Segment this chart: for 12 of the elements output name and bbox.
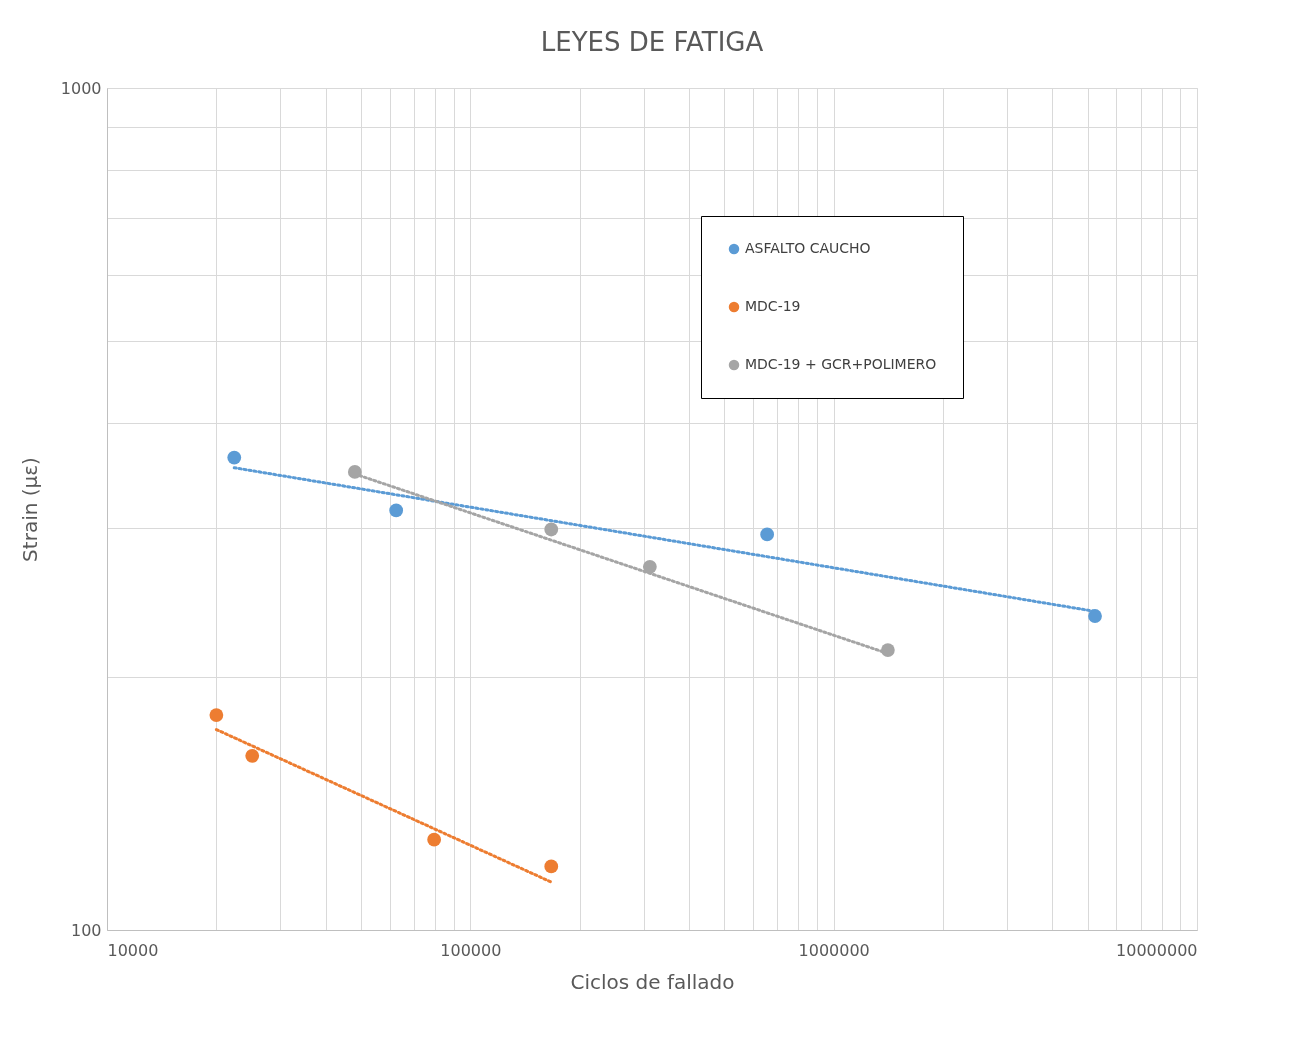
- chart-title: LEYES DE FATIGA: [540, 27, 764, 57]
- x-tick-label: 1000000: [798, 940, 870, 960]
- legend-label: MDC-19 + GCR+POLIMERO: [745, 356, 937, 372]
- x-tick-label: 10000000: [1116, 940, 1198, 960]
- x-tick-label: 10000: [107, 940, 159, 960]
- y-tick-label: 1000: [60, 78, 102, 98]
- x-axis-title: Ciclos de fallado: [570, 969, 735, 994]
- legend-label: MDC-19: [745, 298, 801, 314]
- x-tick-label: 100000: [440, 940, 502, 960]
- y-tick-label: 100: [70, 920, 102, 940]
- y-axis-title: Strain (με): [17, 457, 42, 562]
- legend-label: ASFALTO CAUCHO: [745, 240, 871, 256]
